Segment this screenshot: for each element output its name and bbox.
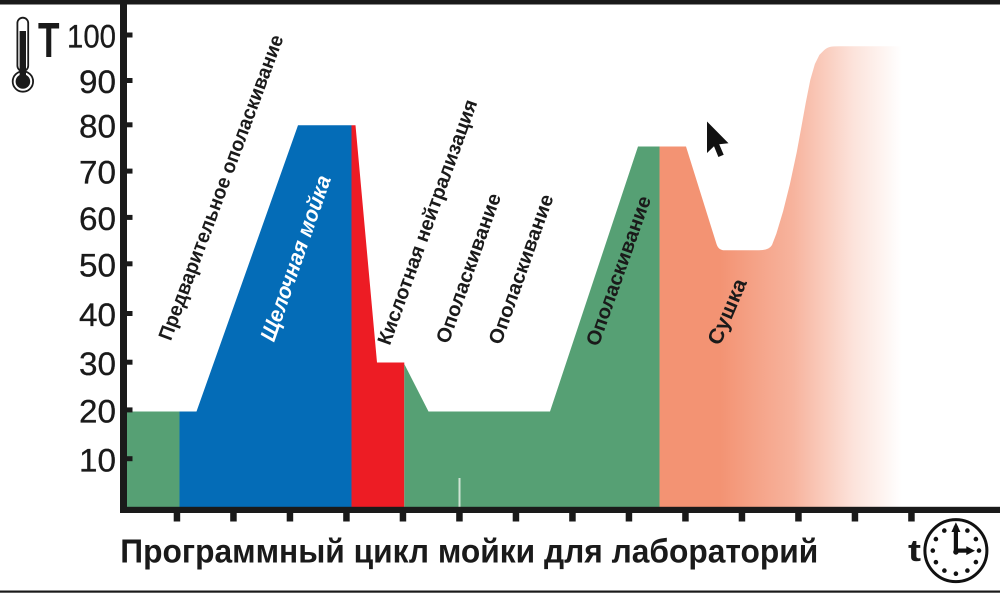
svg-text:90: 90 (79, 64, 116, 100)
svg-text:80: 80 (79, 108, 116, 144)
svg-text:t: t (908, 533, 921, 568)
svg-text:50: 50 (79, 247, 116, 283)
svg-text:T: T (38, 14, 60, 68)
svg-text:100: 100 (67, 19, 116, 55)
svg-text:40: 40 (79, 297, 116, 333)
svg-text:Программный цикл мойки для лаб: Программный цикл мойки для лабораторий (120, 533, 818, 570)
svg-text:70: 70 (79, 155, 116, 191)
svg-text:10: 10 (79, 442, 116, 478)
svg-text:30: 30 (79, 346, 116, 382)
svg-text:60: 60 (79, 201, 116, 237)
svg-text:20: 20 (79, 394, 116, 430)
